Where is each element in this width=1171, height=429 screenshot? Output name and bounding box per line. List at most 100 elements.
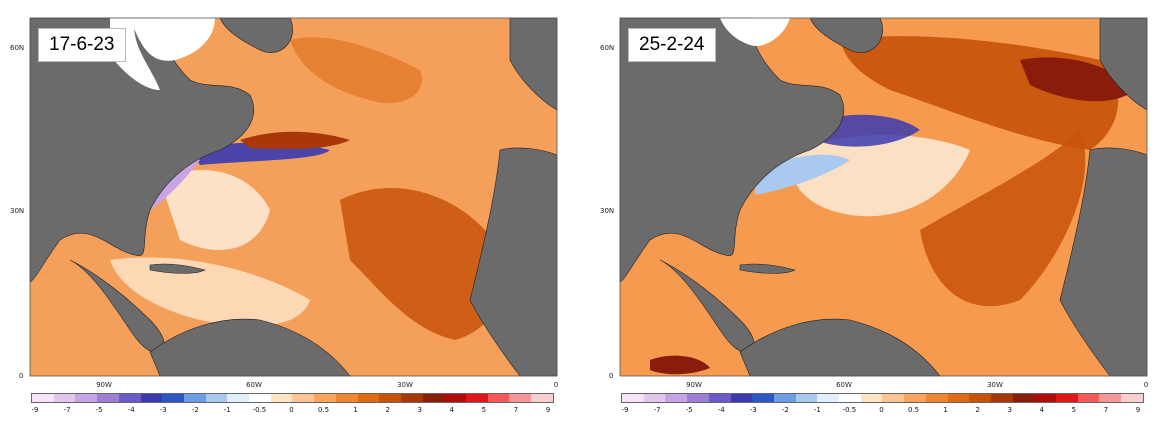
colorbar-tick-label: 2 (385, 406, 390, 414)
colorbar-tick-label: 2 (975, 406, 980, 414)
colorbar-tick-label: 1 (943, 406, 948, 414)
colorbar-swatch (947, 394, 970, 402)
colorbar-swatch (140, 394, 163, 402)
greenland-land (219, 17, 293, 53)
colorbar-swatch (730, 394, 753, 402)
colorbar-swatch (687, 394, 709, 402)
colorbar-swatch (708, 394, 731, 402)
colorbar-tick-label: -4 (127, 406, 135, 414)
cold-anomaly-streak (815, 114, 920, 147)
warm-anomaly-region (290, 37, 422, 104)
colorbar-swatch (227, 394, 250, 402)
colorbar-swatch (860, 394, 883, 402)
caribbean-islands (149, 263, 206, 274)
colorbar-swatch (292, 394, 315, 402)
colorbar-swatch (162, 394, 184, 402)
colorbar-tick-label: -1 (223, 406, 231, 414)
colorbar-swatch (882, 394, 905, 402)
ice-mask (130, 18, 215, 61)
south-america-land (149, 318, 351, 377)
colorbar-tick-label: -2 (191, 406, 199, 414)
lat-label: 60N (10, 44, 25, 52)
colorbar-swatch (904, 394, 926, 402)
warm-anomaly-region (650, 355, 710, 375)
colorbar-tick-label: -2 (781, 406, 789, 414)
warm-anomaly-region (920, 130, 1086, 307)
colorbar-tick-label: 0 (289, 406, 294, 414)
sst-anomaly-map-right (619, 17, 1148, 377)
colorbar-tick-label: -0.5 (842, 406, 857, 414)
colorbar-swatch (990, 394, 1013, 402)
colorbar-swatch (509, 394, 532, 402)
colorbar-swatch (643, 394, 666, 402)
colorbar-swatch (1012, 394, 1035, 402)
colorbar-swatch (422, 394, 445, 402)
colorbar-swatch (839, 394, 861, 402)
colorbar-swatch (400, 394, 423, 402)
colorbar-tick-label: 4 (1039, 406, 1045, 414)
neutral-anomaly-region (160, 170, 270, 250)
lat-label: 30N (10, 207, 25, 215)
lat-label: 30N (600, 207, 615, 215)
greenland-land (809, 17, 883, 53)
colorbar-swatch (97, 394, 119, 402)
colorbar-tick-label: 0 (879, 406, 884, 414)
colorbar-tick-label: 9 (1135, 406, 1141, 414)
colorbar-tick-label: -9 (621, 406, 629, 414)
lat-label: 0 (19, 372, 24, 380)
colorbar-tick-label: -5 (95, 406, 103, 414)
warm-anomaly-streak (240, 131, 350, 150)
colorbar-swatch (335, 394, 358, 402)
warm-anomaly-region (340, 188, 503, 340)
colorbar-tick-label: -3 (749, 406, 757, 414)
colorbar-tick-label: -0.5 (252, 406, 267, 414)
map-panel-right: 25-2-24 60N 30N 0 90W 60W 30W 0 -9 -7 -5 -4… (590, 0, 1165, 429)
colorbar-tick-label: -7 (63, 406, 71, 414)
colorbar (31, 393, 554, 403)
colorbar-swatch (817, 394, 840, 402)
colorbar-swatch (32, 394, 54, 402)
lon-label: 30W (987, 381, 1003, 389)
colorbar-tick-label: 7 (513, 406, 519, 414)
neutral-anomaly-region (789, 135, 970, 217)
colorbar-tick-label: 0.5 (907, 406, 920, 414)
lon-label: 60W (836, 381, 852, 389)
colorbar-swatch (1099, 394, 1122, 402)
colorbar-tick-label: -3 (159, 406, 167, 414)
colorbar-tick-label: -1 (813, 406, 821, 414)
colorbar-tick-label: 5 (1071, 406, 1077, 414)
north-america-land (29, 17, 255, 283)
colorbar-swatch (205, 394, 228, 402)
lon-label: 90W (96, 381, 112, 389)
colorbar-swatch (75, 394, 98, 402)
colorbar-tick-label: -4 (717, 406, 725, 414)
lon-label: 90W (686, 381, 702, 389)
colorbar-swatch (379, 394, 401, 402)
colorbar-tick-label: 7 (1103, 406, 1109, 414)
date-label: 17-6-23 (38, 28, 126, 62)
colorbar-swatch (1034, 394, 1057, 402)
caribbean-islands (739, 263, 796, 274)
colorbar-swatch (118, 394, 141, 402)
map-frame (29, 17, 558, 377)
colorbar-tick-label: 1 (353, 406, 358, 414)
colorbar-swatch (969, 394, 991, 402)
lon-label: 0 (1143, 381, 1149, 389)
map-panel-left: 17-6-23 60N 30N 0 90W 60W 30W 0 -9 -7 -5 -4… (0, 0, 575, 429)
sst-anomaly-map-left (29, 17, 558, 377)
colorbar-swatch (183, 394, 206, 402)
colorbar-swatch (665, 394, 688, 402)
colorbar-swatch (795, 394, 818, 402)
colorbar-swatch (925, 394, 948, 402)
lon-label: 0 (553, 381, 559, 389)
map-frame (619, 17, 1148, 377)
colorbar-tick-label: 5 (481, 406, 487, 414)
date-label: 25-2-24 (628, 28, 716, 62)
colorbar-tick-label: -5 (685, 406, 693, 414)
north-america-land (619, 17, 845, 283)
colorbar-swatch (1121, 394, 1143, 402)
ice-mask (720, 18, 790, 46)
colorbar-swatch (270, 394, 293, 402)
colorbar-swatch (53, 394, 76, 402)
colorbar-swatch (357, 394, 380, 402)
